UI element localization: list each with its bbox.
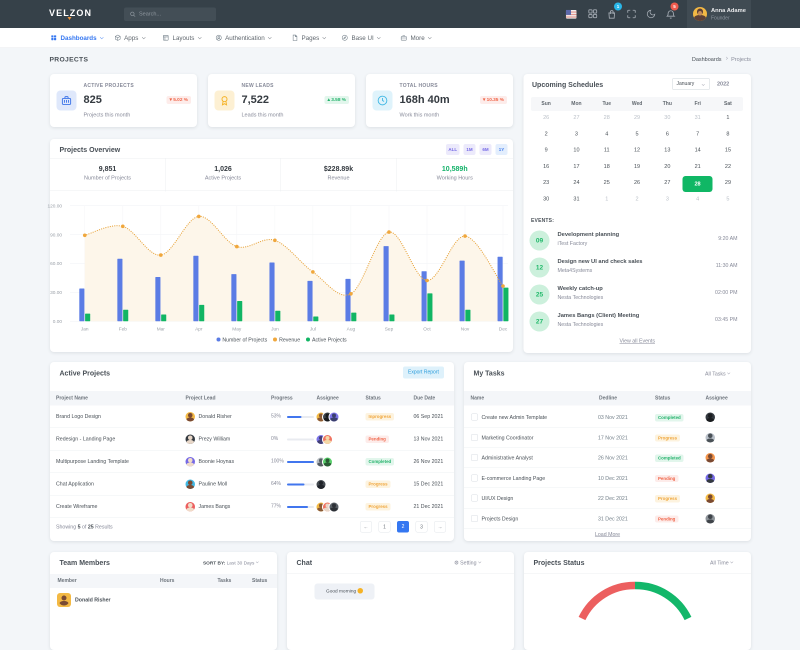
- svg-text:May: May: [232, 327, 242, 333]
- svg-text:90.00: 90.00: [50, 233, 62, 239]
- svg-text:Feb: Feb: [119, 327, 128, 333]
- svg-text:120.00: 120.00: [47, 204, 62, 210]
- svg-text:Dec: Dec: [499, 327, 508, 333]
- svg-text:Jul: Jul: [310, 327, 316, 333]
- svg-text:60.00: 60.00: [50, 261, 62, 267]
- svg-text:Mar: Mar: [157, 327, 166, 333]
- svg-text:Apr: Apr: [195, 327, 203, 333]
- svg-text:Nov: Nov: [461, 327, 470, 333]
- svg-text:Jan: Jan: [81, 327, 89, 333]
- svg-text:Aug: Aug: [347, 327, 356, 333]
- svg-text:Oct: Oct: [423, 327, 431, 333]
- svg-text:Jun: Jun: [271, 327, 279, 333]
- svg-text:Sep: Sep: [385, 327, 394, 333]
- svg-text:30.00: 30.00: [50, 290, 62, 296]
- svg-text:0.00: 0.00: [53, 319, 63, 325]
